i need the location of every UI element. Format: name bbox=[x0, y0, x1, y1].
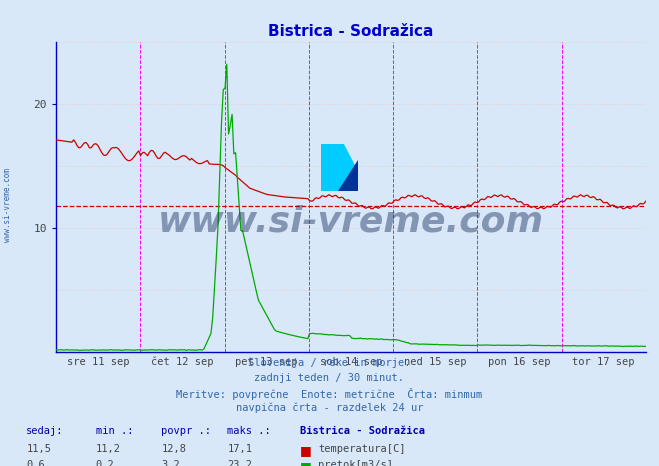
Text: sedaj:: sedaj: bbox=[26, 426, 64, 436]
Polygon shape bbox=[322, 144, 358, 191]
Polygon shape bbox=[322, 144, 343, 191]
Polygon shape bbox=[338, 160, 358, 191]
Text: Slovenija / reke in morje.: Slovenija / reke in morje. bbox=[248, 358, 411, 368]
Text: 17,1: 17,1 bbox=[227, 444, 252, 454]
Text: www.si-vreme.com: www.si-vreme.com bbox=[3, 168, 13, 242]
Text: navpična črta - razdelek 24 ur: navpična črta - razdelek 24 ur bbox=[236, 403, 423, 413]
Text: povpr .:: povpr .: bbox=[161, 426, 212, 436]
Title: Bistrica - Sodražica: Bistrica - Sodražica bbox=[268, 24, 434, 40]
Text: min .:: min .: bbox=[96, 426, 133, 436]
Text: ■: ■ bbox=[300, 460, 312, 466]
Text: www.si-vreme.com: www.si-vreme.com bbox=[158, 205, 544, 239]
Text: 11,5: 11,5 bbox=[26, 444, 51, 454]
Text: zadnji teden / 30 minut.: zadnji teden / 30 minut. bbox=[254, 373, 405, 383]
Text: 11,2: 11,2 bbox=[96, 444, 121, 454]
Text: 12,8: 12,8 bbox=[161, 444, 186, 454]
Text: 0,2: 0,2 bbox=[96, 460, 114, 466]
Text: maks .:: maks .: bbox=[227, 426, 271, 436]
Text: 3,2: 3,2 bbox=[161, 460, 180, 466]
Text: temperatura[C]: temperatura[C] bbox=[318, 444, 406, 454]
Text: 0,6: 0,6 bbox=[26, 460, 45, 466]
Text: 23,2: 23,2 bbox=[227, 460, 252, 466]
Text: Meritve: povprečne  Enote: metrične  Črta: minmum: Meritve: povprečne Enote: metrične Črta:… bbox=[177, 388, 482, 400]
Text: Bistrica - Sodražica: Bistrica - Sodražica bbox=[300, 426, 425, 436]
Text: ■: ■ bbox=[300, 444, 312, 457]
Text: pretok[m3/s]: pretok[m3/s] bbox=[318, 460, 393, 466]
